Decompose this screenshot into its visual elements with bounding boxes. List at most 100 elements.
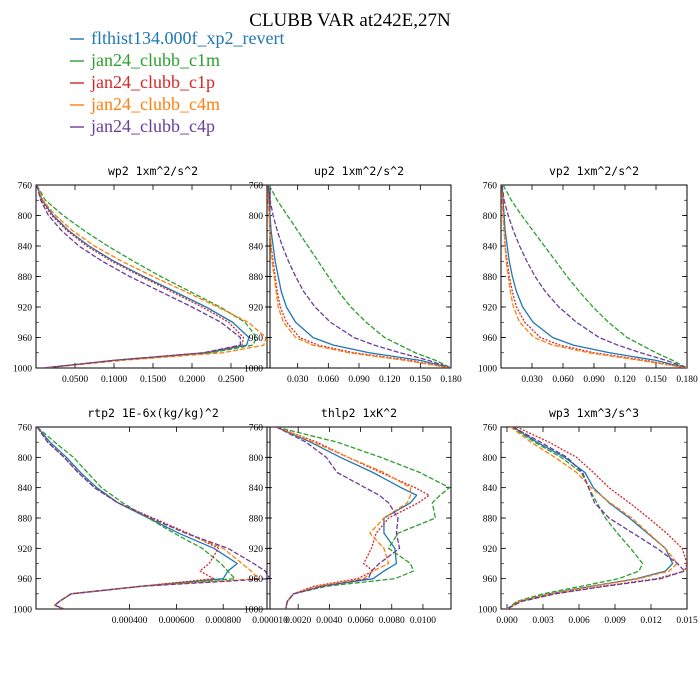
legend-item: flthist134.000f_xp2_revert bbox=[70, 28, 284, 48]
series-line bbox=[276, 427, 412, 609]
y-tick-label: 880 bbox=[18, 273, 33, 283]
series-line bbox=[502, 185, 687, 368]
series-group bbox=[276, 427, 451, 609]
x-tick-label: 0.000600 bbox=[159, 616, 195, 626]
y-tick-label: 840 bbox=[483, 484, 498, 494]
y-tick-label: 800 bbox=[18, 454, 33, 464]
series-line bbox=[36, 185, 250, 368]
series-line bbox=[501, 185, 687, 368]
series-line bbox=[267, 185, 451, 368]
series-line bbox=[501, 185, 687, 368]
series-line bbox=[506, 427, 679, 609]
series-line bbox=[276, 427, 401, 609]
y-tick-label: 920 bbox=[249, 304, 264, 314]
x-tick-label: 0.009 bbox=[604, 616, 626, 626]
series-line bbox=[506, 427, 686, 609]
y-tick-label: 880 bbox=[483, 515, 498, 525]
y-tick-label: 760 bbox=[249, 424, 264, 434]
series-line bbox=[36, 427, 220, 609]
y-tick-label: 1000 bbox=[13, 606, 32, 616]
y-tick-label: 920 bbox=[249, 545, 264, 555]
plot-frame bbox=[266, 184, 452, 369]
y-tick-label: 960 bbox=[483, 575, 498, 585]
series-line bbox=[36, 185, 245, 368]
series-line bbox=[267, 185, 451, 368]
series-line bbox=[267, 185, 451, 368]
legend-label: jan24_clubb_c1m bbox=[90, 50, 220, 70]
y-tick-label: 880 bbox=[18, 515, 33, 525]
y-tick-label: 840 bbox=[18, 484, 33, 494]
x-tick-label: 0.060 bbox=[318, 375, 340, 385]
chart-panel: wp3 1xm^3/s^3 760 800 840 880 920 960 10000.000… bbox=[478, 406, 698, 626]
y-tick-label: 800 bbox=[483, 454, 498, 464]
series-line bbox=[276, 427, 430, 609]
x-tick-label: 0.015 bbox=[676, 616, 698, 626]
series-line bbox=[36, 185, 242, 368]
y-tick-label: 840 bbox=[249, 243, 264, 253]
legend-label: jan24_clubb_c4m bbox=[90, 94, 220, 114]
x-tick-label: 0.0080 bbox=[379, 616, 405, 626]
series-line bbox=[36, 185, 258, 368]
chart-panel: up2 1xm^2/s^2 760 800 840 880 920 960 1000 0.030… bbox=[244, 164, 462, 385]
x-tick-label: 0.000 bbox=[496, 616, 518, 626]
y-tick-label: 800 bbox=[483, 212, 498, 222]
y-tick-label: 880 bbox=[483, 273, 498, 283]
series-group bbox=[36, 427, 270, 609]
y-tick-label: 880 bbox=[249, 515, 264, 525]
x-tick-label: 0.180 bbox=[440, 375, 462, 385]
x-tick-label: 0.0020 bbox=[285, 616, 311, 626]
series-line bbox=[501, 185, 687, 368]
y-tick-label: 800 bbox=[249, 454, 264, 464]
series-line bbox=[268, 185, 451, 368]
x-tick-label: 0.012 bbox=[640, 616, 662, 626]
y-tick-label: 960 bbox=[249, 334, 264, 344]
series-line bbox=[36, 427, 270, 609]
x-tick-label: 0.120 bbox=[379, 375, 401, 385]
x-tick-label: 0.030 bbox=[521, 375, 543, 385]
legend-item: jan24_clubb_c4m bbox=[70, 94, 220, 114]
chart-panel: rtp2 1E-6x(kg/kg)^2 760 800 840 880 920 960 100… bbox=[13, 406, 288, 626]
x-tick-label: 0.090 bbox=[583, 375, 605, 385]
y-tick-label: 760 bbox=[483, 182, 498, 192]
chart-panel: vp2 1xm^2/s^2 760 800 840 880 920 960 1000 0.030… bbox=[478, 164, 698, 385]
x-tick-label: 0.000010 bbox=[252, 616, 288, 626]
legend-label: jan24_clubb_c4p bbox=[90, 116, 215, 136]
x-tick-label: 0.150 bbox=[645, 375, 667, 385]
y-tick-label: 1000 bbox=[478, 365, 497, 375]
x-tick-label: 0.180 bbox=[676, 375, 698, 385]
x-tick-label: 0.150 bbox=[410, 375, 432, 385]
y-tick-label: 960 bbox=[249, 575, 264, 585]
panel-title: thlp2 1xK^2 bbox=[321, 406, 397, 420]
series-group bbox=[506, 427, 687, 609]
x-tick-label: 0.0500 bbox=[62, 375, 88, 385]
series-line bbox=[36, 185, 267, 368]
legend-label: jan24_clubb_c1p bbox=[90, 72, 215, 92]
y-tick-label: 840 bbox=[18, 243, 33, 253]
panels: wp2 1xm^2/s^2 760 800 840 880 920 960 1000 0.050… bbox=[13, 164, 698, 626]
y-tick-label: 1000 bbox=[13, 365, 32, 375]
legend-item: jan24_clubb_c4p bbox=[70, 116, 215, 136]
panel-title: wp2 1xm^2/s^2 bbox=[108, 164, 198, 178]
x-tick-label: 0.060 bbox=[552, 375, 574, 385]
y-tick-label: 840 bbox=[249, 484, 264, 494]
panel-title: wp3 1xm^3/s^3 bbox=[549, 406, 639, 420]
x-tick-label: 0.0040 bbox=[316, 616, 342, 626]
x-tick-label: 0.000400 bbox=[112, 616, 148, 626]
x-tick-label: 0.1000 bbox=[101, 375, 127, 385]
series-group bbox=[36, 185, 267, 368]
x-tick-label: 0.2000 bbox=[179, 375, 205, 385]
y-tick-label: 960 bbox=[18, 334, 33, 344]
series-line bbox=[267, 185, 451, 368]
panel-title: rtp2 1E-6x(kg/kg)^2 bbox=[87, 406, 219, 420]
plot-frame bbox=[35, 426, 271, 610]
panel-title: up2 1xm^2/s^2 bbox=[314, 164, 404, 178]
y-tick-label: 760 bbox=[18, 182, 33, 192]
legend-item: jan24_clubb_c1m bbox=[70, 50, 220, 70]
x-tick-label: 0.000800 bbox=[205, 616, 241, 626]
y-tick-label: 920 bbox=[18, 545, 33, 555]
series-line bbox=[506, 427, 687, 609]
x-tick-label: 0.2500 bbox=[218, 375, 244, 385]
series-line bbox=[506, 427, 674, 609]
x-tick-label: 0.090 bbox=[348, 375, 370, 385]
